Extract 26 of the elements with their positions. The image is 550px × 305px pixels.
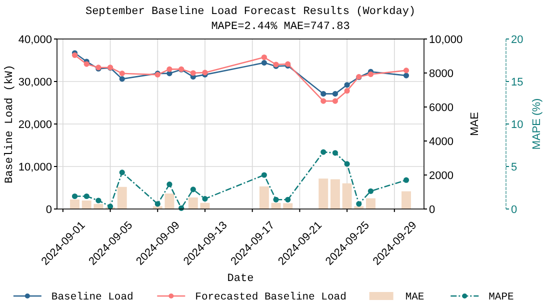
y-tick-label: 20,000	[18, 118, 52, 131]
y2-tick-label: 8000	[429, 68, 454, 80]
y3-tick-label: 15	[511, 76, 524, 88]
legend-label: Baseline Load	[51, 292, 134, 304]
y2-axis-title: MAE	[468, 112, 481, 136]
chart-title: September Baseline Load Forecast Results (Workday)	[85, 6, 416, 18]
y-axis-title: Baseline Load (kW)	[4, 64, 16, 184]
y-tick-label: 10,000	[18, 161, 52, 174]
y-tick-label: 30,000	[18, 76, 52, 88]
legend-label: MAE	[405, 292, 424, 304]
y2-tick-label: 10,000	[429, 34, 463, 46]
legend-label: MAPE	[488, 292, 514, 304]
y2-tick-label: 0	[429, 204, 436, 216]
y3-tick-label: 5	[511, 161, 518, 174]
y-tick-label: 40,000	[18, 34, 52, 46]
y2-tick-label: 6000	[429, 102, 454, 114]
y3-tick-label: 0	[511, 204, 518, 216]
x-axis-title: Date	[227, 273, 254, 285]
y-tick-label: 0	[46, 204, 52, 216]
y2-tick-label: 4000	[429, 136, 454, 148]
chart-subtitle: MAPE=2.44% MAE=747.83	[211, 21, 350, 33]
y3-tick-label: 20	[511, 34, 524, 46]
legend-label: Forecasted Baseline Load	[195, 292, 346, 304]
y3-tick-label: 10	[511, 118, 524, 131]
y2-tick-label: 2000	[429, 170, 454, 182]
y3-axis-title: MAPE (%)	[531, 98, 543, 150]
